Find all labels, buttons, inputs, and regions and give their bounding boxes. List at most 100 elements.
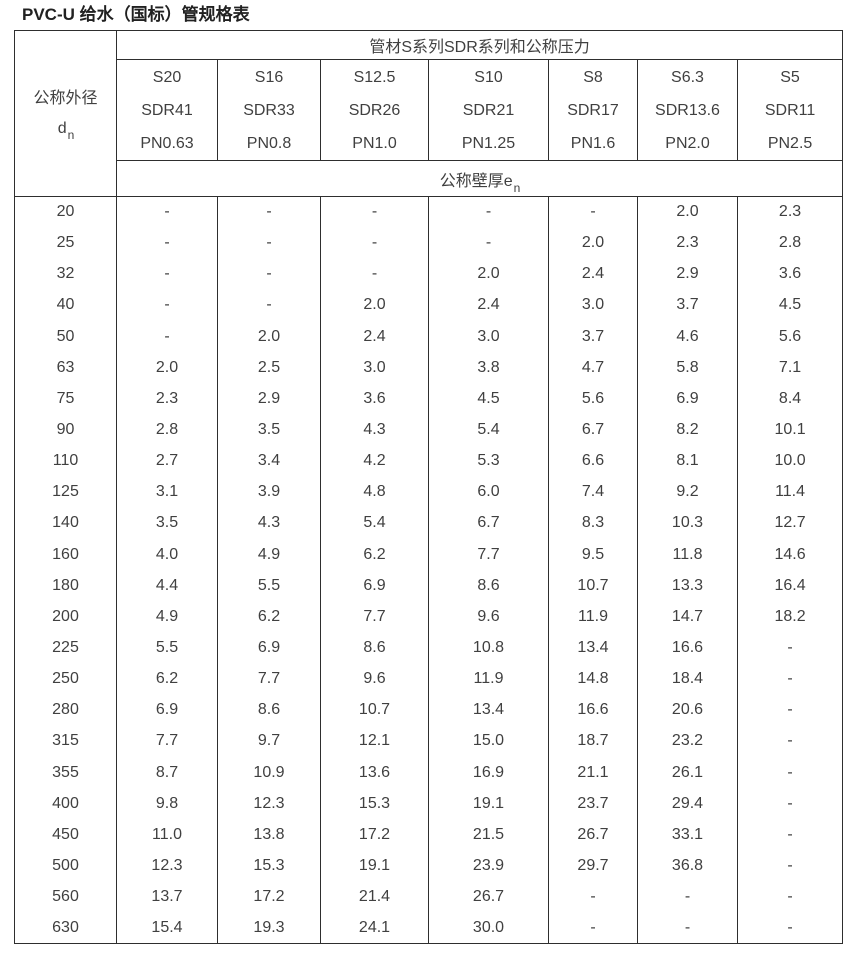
col-sdr-label: SDR17 bbox=[567, 101, 619, 119]
wall-thickness-cell: 12.1 bbox=[320, 725, 429, 758]
series-col-header: S16 SDR33 PN0.8 bbox=[217, 59, 321, 161]
col-s-label: S6.3 bbox=[671, 68, 704, 86]
wall-thickness-cell: 3.6 bbox=[320, 383, 429, 415]
wall-thickness-cell: - bbox=[217, 196, 321, 228]
wall-thickness-cell: 9.7 bbox=[217, 725, 321, 758]
wall-thickness-cell: 3.7 bbox=[548, 321, 638, 353]
dn-cell: 63 bbox=[14, 352, 117, 384]
series-col-header: S6.3 SDR13.6 PN2.0 bbox=[637, 59, 738, 161]
col-pn-label: PN2.5 bbox=[767, 134, 813, 152]
col-s-label: S12.5 bbox=[353, 68, 396, 86]
wall-thickness-cell: 4.9 bbox=[217, 539, 321, 571]
wall-thickness-cell: - bbox=[116, 196, 218, 228]
wall-thickness-cell: 36.8 bbox=[637, 850, 738, 882]
table-row: 20- - - - -2.0 2.3 bbox=[14, 196, 844, 228]
wall-thickness-cell: - bbox=[736, 850, 844, 882]
wall-thickness-cell: 15.4 bbox=[116, 912, 218, 944]
wall-thickness-cell: 12.7 bbox=[736, 507, 844, 540]
wall-thickness-cell: 11.9 bbox=[428, 663, 549, 695]
wall-thickness-cell: 23.9 bbox=[428, 850, 549, 882]
wall-thickness-cell: 5.6 bbox=[736, 321, 844, 353]
wall-thickness-cell: 4.0 bbox=[116, 539, 218, 571]
wall-thickness-cell: - bbox=[320, 258, 429, 290]
wall-thickness-cell: - bbox=[116, 289, 218, 322]
nominal-outer-diameter-header: 公称外径 dn bbox=[14, 30, 117, 197]
series-col-header: S10 SDR21 PN1.25 bbox=[428, 59, 549, 161]
wall-thickness-cell: 10.0 bbox=[736, 445, 844, 477]
wall-thickness-cell: 20.6 bbox=[637, 694, 738, 726]
wall-thickness-cell: 2.0 bbox=[217, 321, 321, 353]
wall-thickness-cell: 2.3 bbox=[637, 227, 738, 259]
wall-thickness-header: 公称壁厚en bbox=[115, 160, 844, 197]
wall-thickness-cell: 10.3 bbox=[637, 507, 738, 540]
wall-thickness-cell: 15.3 bbox=[217, 850, 321, 882]
wall-thickness-cell: - bbox=[217, 289, 321, 322]
wall-thickness-cell: 21.1 bbox=[548, 757, 638, 789]
wall-thickness-cell: 23.7 bbox=[548, 788, 638, 820]
wall-thickness-cell: 10.7 bbox=[320, 694, 429, 726]
wall-thickness-cell: 4.6 bbox=[637, 321, 738, 353]
dn-cell: 20 bbox=[14, 196, 117, 228]
dn-cell: 140 bbox=[14, 507, 117, 540]
wall-thickness-cell: 14.7 bbox=[637, 601, 738, 633]
dn-symbol-subscript: n bbox=[67, 127, 75, 142]
wall-thickness-cell: 3.0 bbox=[548, 289, 638, 322]
wall-thickness-cell: 19.3 bbox=[217, 912, 321, 944]
wall-thickness-cell: - bbox=[736, 788, 844, 820]
dn-cell: 110 bbox=[14, 445, 117, 477]
wall-thickness-cell: 18.4 bbox=[637, 663, 738, 695]
wall-thickness-cell: 4.2 bbox=[320, 445, 429, 477]
wall-thickness-cell: 5.5 bbox=[217, 570, 321, 602]
wall-thickness-cell: 5.8 bbox=[637, 352, 738, 384]
wall-thickness-cell: - bbox=[116, 227, 218, 259]
wall-thickness-subscript: n bbox=[513, 180, 521, 195]
wall-thickness-cell: 18.2 bbox=[736, 601, 844, 633]
dn-cell: 32 bbox=[14, 258, 117, 290]
wall-thickness-cell: - bbox=[736, 819, 844, 851]
table-row: 63 2.0 2.5 3.0 3.8 4.7 5.8 7.1 bbox=[14, 352, 844, 384]
wall-thickness-cell: - bbox=[548, 196, 638, 228]
table-row: 280 6.9 8.6 10.7 13.4 16.6 20.6- bbox=[14, 694, 844, 726]
wall-thickness-cell: 15.3 bbox=[320, 788, 429, 820]
wall-thickness-cell: 4.3 bbox=[217, 507, 321, 540]
table-row: 90 2.8 3.5 4.3 5.4 6.7 8.2 10.1 bbox=[14, 414, 844, 446]
wall-thickness-cell: 7.7 bbox=[116, 725, 218, 758]
wall-thickness-cell: 11.0 bbox=[116, 819, 218, 851]
wall-thickness-cell: 7.7 bbox=[320, 601, 429, 633]
dn-cell: 25 bbox=[14, 227, 117, 259]
wall-thickness-cell: 30.0 bbox=[428, 912, 549, 944]
wall-thickness-cell: 16.6 bbox=[637, 632, 738, 664]
series-col-header: S20 SDR41 PN0.63 bbox=[116, 59, 218, 161]
wall-thickness-cell: 6.0 bbox=[428, 476, 549, 508]
table-row: 315 7.7 9.7 12.1 15.0 18.7 23.2- bbox=[14, 725, 844, 758]
dn-cell: 355 bbox=[14, 757, 117, 789]
wall-thickness-cell: 4.8 bbox=[320, 476, 429, 508]
col-s-label: S16 bbox=[254, 68, 284, 86]
wall-thickness-cell: - bbox=[736, 725, 844, 758]
wall-thickness-cell: 19.1 bbox=[428, 788, 549, 820]
wall-thickness-cell: 16.9 bbox=[428, 757, 549, 789]
wall-thickness-cell: 8.6 bbox=[320, 632, 429, 664]
wall-thickness-cell: 26.7 bbox=[428, 881, 549, 913]
wall-thickness-cell: 3.8 bbox=[428, 352, 549, 384]
wall-thickness-cell: 13.4 bbox=[428, 694, 549, 726]
wall-thickness-cell: 3.6 bbox=[736, 258, 844, 290]
wall-thickness-cell: 26.7 bbox=[548, 819, 638, 851]
wall-thickness-cell: 2.5 bbox=[217, 352, 321, 384]
wall-thickness-cell: 4.3 bbox=[320, 414, 429, 446]
nominal-outer-diameter-label: 公称外径 bbox=[33, 89, 98, 107]
table-row: 75 2.3 2.9 3.6 4.5 5.6 6.9 8.4 bbox=[14, 383, 844, 415]
wall-thickness-cell: 21.4 bbox=[320, 881, 429, 913]
wall-thickness-cell: 8.6 bbox=[217, 694, 321, 726]
wall-thickness-header-row: 公称壁厚en bbox=[15, 160, 844, 197]
wall-thickness-cell: 33.1 bbox=[637, 819, 738, 851]
wall-thickness-cell: 2.0 bbox=[548, 227, 638, 259]
wall-thickness-cell: 3.5 bbox=[116, 507, 218, 540]
dn-cell: 315 bbox=[14, 725, 117, 758]
wall-thickness-cell: 3.1 bbox=[116, 476, 218, 508]
wall-thickness-cell: 5.4 bbox=[320, 507, 429, 540]
dn-cell: 50 bbox=[14, 321, 117, 353]
wall-thickness-cell: 13.8 bbox=[217, 819, 321, 851]
wall-thickness-cell: 3.5 bbox=[217, 414, 321, 446]
wall-thickness-cell: 5.5 bbox=[116, 632, 218, 664]
